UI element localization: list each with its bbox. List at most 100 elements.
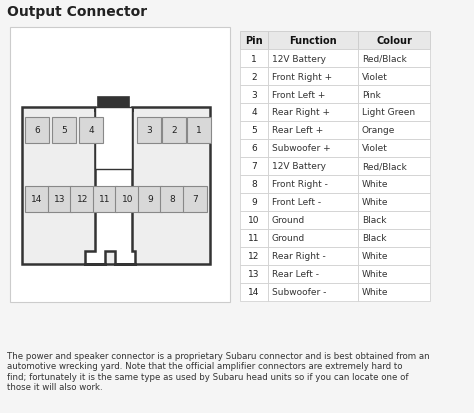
Text: 5: 5 [61, 126, 67, 135]
Text: Rear Left -: Rear Left - [272, 270, 319, 279]
Text: 10: 10 [121, 195, 133, 204]
Text: Output Connector: Output Connector [7, 5, 147, 19]
Bar [358, 230, 430, 247]
Text: 7: 7 [192, 195, 198, 204]
Text: 12V Battery: 12V Battery [272, 162, 326, 171]
Bar [358, 140, 430, 158]
Text: Function: Function [289, 36, 337, 46]
Bar [268, 140, 358, 158]
Bar [240, 32, 268, 50]
Bar [25, 187, 49, 212]
Text: Front Left -: Front Left - [272, 198, 321, 207]
Text: Front Right +: Front Right + [272, 72, 332, 81]
Text: 3: 3 [146, 126, 152, 135]
Bar [95, 108, 132, 170]
Text: Front Right -: Front Right - [272, 180, 328, 189]
Text: Rear Right +: Rear Right + [272, 108, 330, 117]
Text: 12: 12 [248, 252, 260, 261]
Bar [240, 104, 268, 122]
Text: White: White [362, 198, 389, 207]
Text: 8: 8 [170, 195, 175, 204]
Text: 3: 3 [251, 90, 257, 99]
Bar [268, 50, 358, 68]
Text: 11: 11 [248, 234, 260, 243]
Bar [162, 118, 186, 144]
Text: 14: 14 [31, 195, 43, 204]
Text: 10: 10 [248, 216, 260, 225]
Bar [358, 266, 430, 283]
Text: 9: 9 [251, 198, 257, 207]
Bar [240, 158, 268, 176]
Bar [98, 98, 129, 116]
Bar [358, 194, 430, 211]
Bar [268, 158, 358, 176]
Text: Violet: Violet [362, 72, 388, 81]
Bar [358, 86, 430, 104]
Bar [240, 230, 268, 247]
Bar [115, 187, 139, 212]
Bar [240, 266, 268, 283]
Text: Pink: Pink [362, 90, 381, 99]
Bar [187, 118, 211, 144]
Bar [240, 194, 268, 211]
Bar [47, 187, 72, 212]
Bar [268, 176, 358, 194]
Text: White: White [362, 288, 389, 297]
Bar [52, 118, 76, 144]
Bar [268, 122, 358, 140]
Bar [268, 283, 358, 301]
Text: 11: 11 [99, 195, 110, 204]
Text: Front Left +: Front Left + [272, 90, 325, 99]
Text: White: White [362, 252, 389, 261]
Bar [268, 230, 358, 247]
Bar [268, 194, 358, 211]
Bar [10, 28, 230, 302]
Bar [358, 50, 430, 68]
Text: 1: 1 [196, 126, 202, 135]
Bar [268, 247, 358, 266]
Bar [358, 176, 430, 194]
Text: 13: 13 [54, 195, 65, 204]
Text: 8: 8 [251, 180, 257, 189]
Bar [240, 50, 268, 68]
Text: White: White [362, 270, 389, 279]
Bar [137, 118, 161, 144]
Text: Orange: Orange [362, 126, 395, 135]
Text: Pin: Pin [245, 36, 263, 46]
Bar [358, 247, 430, 266]
Bar [358, 158, 430, 176]
Text: 2: 2 [171, 126, 177, 135]
Text: White: White [362, 180, 389, 189]
Bar [240, 68, 268, 86]
Bar [268, 86, 358, 104]
Bar [358, 104, 430, 122]
Bar [268, 266, 358, 283]
Text: Violet: Violet [362, 144, 388, 153]
Text: Colour: Colour [376, 36, 412, 46]
PathPatch shape [22, 108, 210, 264]
Bar [240, 283, 268, 301]
Text: Subwoofer +: Subwoofer + [272, 144, 331, 153]
Bar [160, 187, 184, 212]
Bar [268, 68, 358, 86]
Bar [240, 140, 268, 158]
Text: Light Green: Light Green [362, 108, 415, 117]
Text: 14: 14 [248, 288, 260, 297]
Text: 4: 4 [251, 108, 257, 117]
Text: 2: 2 [251, 72, 257, 81]
Text: The power and speaker connector is a proprietary Subaru connector and is best ob: The power and speaker connector is a pro… [7, 351, 429, 391]
Text: Black: Black [362, 234, 386, 243]
Bar [240, 86, 268, 104]
Text: 6: 6 [251, 144, 257, 153]
Bar [358, 122, 430, 140]
Text: Rear Left +: Rear Left + [272, 126, 323, 135]
Bar [358, 283, 430, 301]
Text: 13: 13 [248, 270, 260, 279]
Text: Rear Right -: Rear Right - [272, 252, 326, 261]
Bar [138, 187, 162, 212]
Text: 9: 9 [147, 195, 153, 204]
Bar [79, 118, 103, 144]
Text: 5: 5 [251, 126, 257, 135]
Bar [240, 176, 268, 194]
Text: Black: Black [362, 216, 386, 225]
